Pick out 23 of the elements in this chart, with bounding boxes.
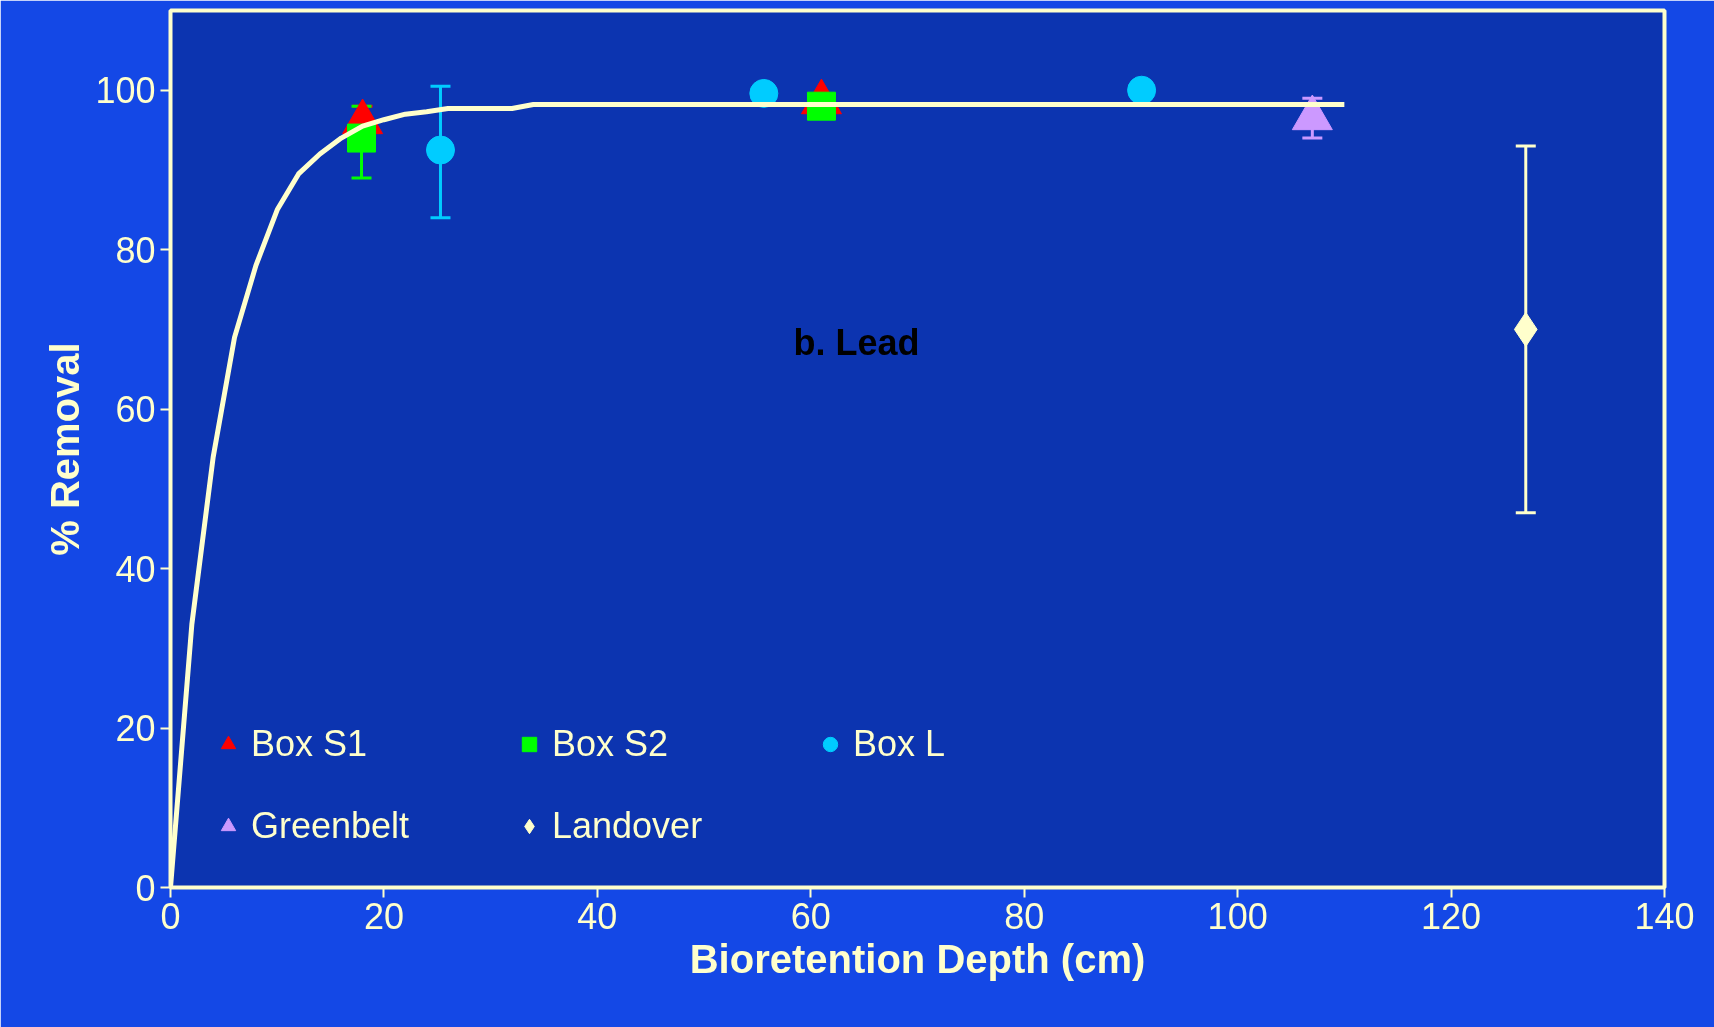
x-tick-label: 140 <box>1634 895 1695 937</box>
y-tick-label: 0 <box>135 867 156 909</box>
y-tick-label: 20 <box>115 708 156 750</box>
y-tick-label: 80 <box>115 229 156 271</box>
legend-label: Landover <box>552 805 704 847</box>
annotation: b. Lead <box>793 322 920 363</box>
x-tick-label: 20 <box>363 895 404 937</box>
legend-label: Box S1 <box>251 723 369 765</box>
legend-label: Greenbelt <box>251 805 411 847</box>
x-tick-label: 60 <box>790 895 831 937</box>
x-axis-title: Bioretention Depth (cm) <box>689 936 1146 981</box>
x-tick-label: 120 <box>1421 895 1482 937</box>
x-tick-label: 100 <box>1207 895 1268 937</box>
point <box>1127 75 1157 105</box>
point <box>425 135 455 165</box>
y-tick-label: 40 <box>115 548 156 590</box>
y-axis-title: % Removal <box>43 342 88 556</box>
x-tick-label: 80 <box>1004 895 1045 937</box>
legend-label: Box L <box>853 723 947 765</box>
x-tick-label: 40 <box>577 895 618 937</box>
y-tick-label: 60 <box>115 389 156 431</box>
legend-label: Box S2 <box>552 723 670 765</box>
y-tick-label: 100 <box>95 70 156 112</box>
